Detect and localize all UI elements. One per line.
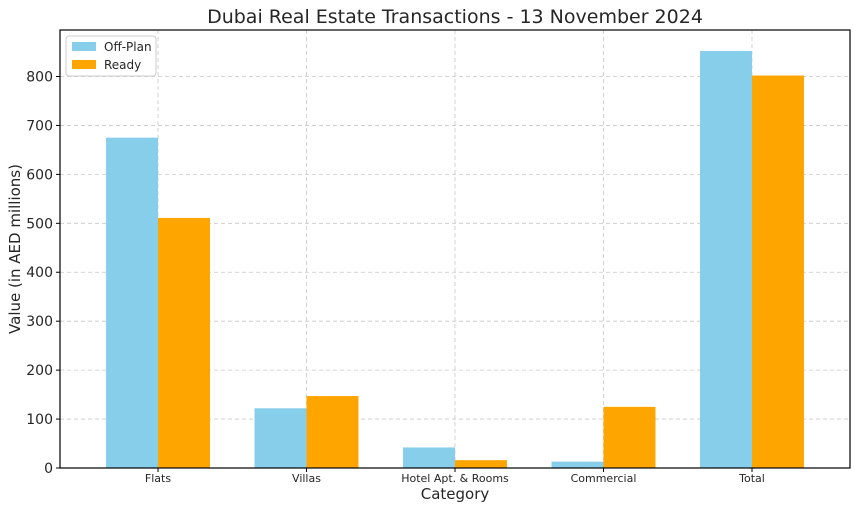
x-axis-ticks: Flats Villas Hotel Apt. & Rooms Commercial T…	[145, 468, 765, 485]
chart-title: Dubai Real Estate Transactions - 13 Nove…	[207, 6, 703, 28]
bar-ready-0	[158, 217, 210, 468]
bar-ready-3	[603, 406, 656, 468]
x-tick-label: Villas	[292, 472, 321, 485]
bar-off-plan-4	[700, 51, 752, 468]
y-tick-label: 200	[26, 363, 53, 379]
bar-off-plan-2	[403, 447, 455, 468]
x-tick-label: Total	[738, 472, 765, 485]
x-tick-label: Hotel Apt. & Rooms	[401, 472, 509, 485]
y-tick-label: 0	[44, 461, 53, 477]
y-axis-label: Value (in AED millions)	[6, 164, 24, 334]
y-tick-label: 100	[26, 412, 53, 428]
y-tick-label: 600	[26, 167, 53, 183]
x-tick-label: Commercial	[571, 472, 637, 485]
y-axis-ticks: 0 100 200 300 400 500 600 700 800	[26, 69, 60, 477]
x-tick-label: Flats	[145, 472, 171, 485]
y-tick-label: 500	[26, 216, 53, 232]
legend-swatch	[72, 42, 96, 51]
x-axis-label: Category	[421, 485, 490, 503]
legend-swatch	[72, 60, 96, 69]
bars	[106, 51, 804, 469]
bar-off-plan-3	[551, 461, 604, 468]
legend-label: Ready	[104, 58, 141, 72]
bar-off-plan-1	[254, 408, 307, 468]
bar-off-plan-0	[106, 137, 159, 469]
y-tick-label: 400	[26, 265, 53, 281]
bar-ready-4	[751, 75, 804, 468]
legend: Off-Plan Ready	[65, 35, 157, 77]
y-tick-label: 700	[26, 118, 53, 134]
bar-ready-1	[306, 396, 359, 468]
y-tick-label: 300	[26, 314, 53, 330]
bar-ready-2	[455, 460, 507, 468]
legend-label: Off-Plan	[104, 40, 152, 54]
y-tick-label: 800	[26, 69, 53, 85]
